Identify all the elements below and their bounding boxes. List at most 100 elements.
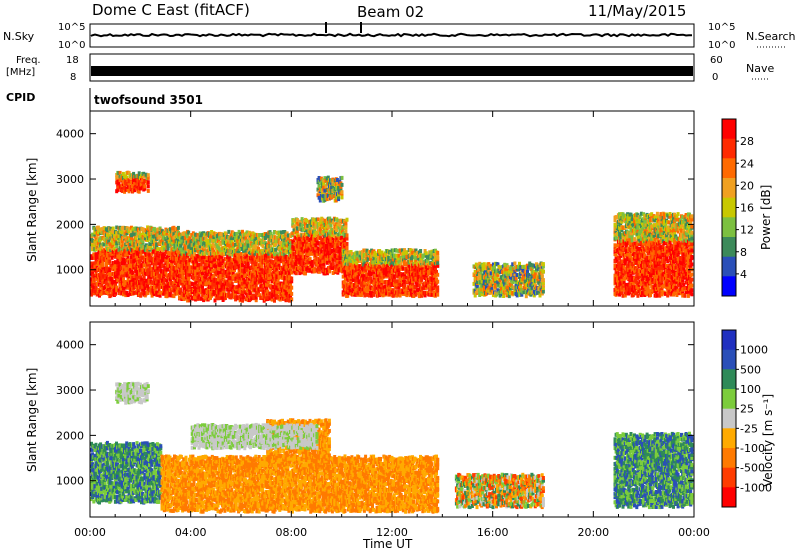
echo-cell (157, 285, 161, 290)
echo-cell (120, 230, 124, 235)
echo-cell (103, 278, 107, 283)
echo-cell (139, 275, 143, 280)
echo-cell (188, 258, 192, 263)
date-title: 11/May/2015 (588, 2, 686, 20)
echo-cell (108, 268, 112, 272)
echo-cell (211, 268, 215, 273)
echo-cell (143, 293, 147, 298)
echo-cell (117, 181, 121, 186)
echo-cell (159, 269, 163, 273)
echo-cell (245, 247, 249, 252)
echo-cell (125, 181, 129, 186)
echo-cell (253, 280, 257, 285)
echo-cell (244, 252, 248, 257)
echo-cell (260, 264, 264, 269)
echo-cell (130, 225, 133, 230)
echo-cell (166, 236, 170, 241)
echo-cell (136, 239, 140, 244)
echo-cell (237, 284, 241, 289)
echo-cell (246, 233, 250, 238)
echo-cell (340, 190, 344, 195)
echo-cell (213, 257, 217, 262)
echo-cell (210, 244, 214, 249)
echo-cell (95, 245, 99, 249)
echo-cell (93, 230, 97, 235)
echo-cell (114, 274, 117, 279)
echo-cell (116, 187, 120, 192)
echo-cell (108, 233, 112, 238)
echo-cell (171, 230, 175, 235)
echo-cell (213, 292, 217, 297)
echo-cell (90, 292, 93, 297)
echo-cell (150, 237, 154, 241)
echo-cell (99, 272, 103, 277)
echo-cell (91, 232, 95, 237)
nsky-bottom-tick: 10^0 (58, 40, 85, 51)
echo-cell (186, 271, 190, 275)
echo-cell (115, 241, 119, 246)
echo-cell (290, 291, 294, 296)
echo-cell (196, 276, 200, 280)
echo-cell (142, 275, 146, 280)
echo-cell (140, 233, 144, 237)
echo-cell (112, 246, 116, 251)
echo-cell (183, 255, 187, 259)
echo-cell (100, 277, 104, 282)
echo-cell (144, 266, 148, 271)
echo-cell (220, 295, 224, 299)
echo-cell (160, 245, 164, 250)
echo-cell (183, 249, 187, 254)
echo-cell (239, 252, 243, 256)
echo-cell (174, 242, 178, 247)
echo-cell (180, 247, 184, 252)
echo-cell (138, 229, 141, 234)
echo-cell (102, 255, 106, 260)
echo-cell (162, 236, 166, 241)
echo-cell (90, 269, 93, 274)
echo-cell (229, 268, 233, 273)
echo-cell (112, 279, 116, 284)
echo-cell (183, 280, 187, 285)
echo-cell (108, 253, 112, 258)
echo-cell (257, 290, 260, 295)
echo-cell (123, 283, 127, 287)
echo-cell (345, 233, 349, 238)
nave-label: Nave (746, 62, 774, 75)
echo-cell (138, 271, 141, 276)
echo-cell (179, 253, 183, 258)
echo-cell (94, 276, 98, 281)
echo-cell (234, 289, 238, 294)
echo-cell (139, 293, 143, 298)
echo-cell (164, 291, 168, 296)
echo-cell (160, 229, 164, 234)
echo-cell (219, 281, 223, 285)
echo-cell (137, 171, 141, 176)
echo-cell (148, 269, 152, 273)
echo-cell (230, 239, 234, 244)
echo-cell (129, 180, 133, 184)
echo-cell (203, 290, 207, 295)
echo-cell (197, 273, 201, 278)
echo-cell (419, 249, 423, 253)
echo-cell (116, 260, 120, 265)
echo-cell (245, 230, 249, 235)
echo-cell (102, 242, 106, 247)
echo-cell (220, 292, 224, 297)
echo-cell (239, 254, 243, 259)
echo-cell (123, 185, 127, 190)
echo-cell (233, 274, 236, 279)
echo-cell (156, 270, 160, 275)
echo-cell (107, 282, 111, 287)
echo-cell (160, 248, 164, 253)
echo-cell (188, 285, 192, 290)
echo-cell (222, 282, 226, 287)
echo-cell (250, 265, 254, 270)
echo-cell (106, 228, 109, 233)
echo-cell (219, 263, 223, 268)
nsearch-top-tick: 10^5 (708, 22, 735, 33)
echo-cell (94, 285, 98, 290)
echo-cell (100, 283, 104, 288)
echo-cell (91, 238, 95, 243)
echo-cell (178, 251, 182, 256)
echo-cell (132, 177, 136, 182)
